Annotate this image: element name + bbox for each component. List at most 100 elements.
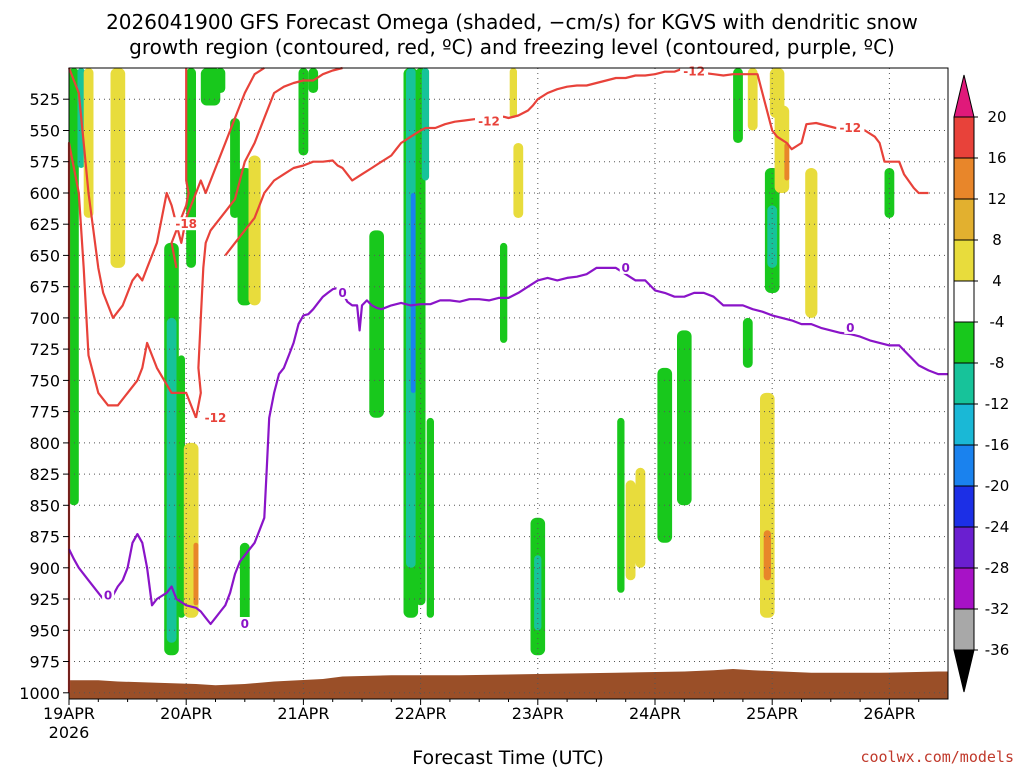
contour-label: 0	[846, 321, 854, 335]
contour-label: -12	[839, 121, 861, 135]
colorbar-bin	[953, 116, 975, 159]
omega-region-green	[239, 542, 250, 631]
y-tick-label: 875	[29, 528, 60, 547]
colorbar-label: -24	[985, 518, 1010, 536]
omega-region-yellow	[747, 68, 758, 131]
y-tick-label: 725	[29, 340, 60, 359]
contour-label: -12	[683, 65, 705, 79]
x-tick-label: 23APR	[512, 704, 564, 723]
colorbar-label: -12	[985, 395, 1010, 413]
omega-region-yellow	[805, 168, 818, 318]
omega-region-orange	[763, 530, 771, 581]
x-axis-year: 2026	[49, 723, 90, 742]
x-tick-label: 20APR	[160, 704, 212, 723]
contour-line--12	[224, 66, 929, 257]
omega-region-green	[186, 68, 196, 268]
colorbar-bin	[953, 444, 975, 487]
contour-label: 0	[241, 617, 249, 631]
x-tick-label: 26APR	[863, 704, 915, 723]
chart-title-line-2: growth region (contoured, red, ºC) and f…	[129, 35, 895, 59]
contour-layer	[67, 66, 948, 693]
omega-region-green	[200, 68, 221, 106]
terrain-layer	[69, 669, 948, 699]
colorbar-bin	[953, 198, 975, 241]
omega-region-orange	[784, 143, 790, 181]
contour-label: -12	[205, 411, 227, 425]
y-tick-label: 925	[29, 590, 60, 609]
colorbar-top-arrow	[953, 74, 975, 118]
colorbar-label: 4	[992, 272, 1002, 290]
omega-region-green	[426, 417, 434, 618]
x-tick-label: 21APR	[277, 704, 329, 723]
colorbar-label: 12	[987, 190, 1006, 208]
y-tick-label: 900	[29, 559, 60, 578]
colorbar-bin	[953, 608, 975, 651]
contour-label: -12	[478, 115, 500, 129]
colorbar-label: -32	[985, 600, 1010, 618]
y-tick-label: 825	[29, 465, 60, 484]
contour-label-bg	[844, 320, 857, 334]
colorbar-label: -20	[985, 477, 1010, 495]
colorbar-bin	[953, 485, 975, 528]
colorbar-label: 20	[987, 108, 1006, 126]
contour-label-bg	[238, 617, 251, 630]
omega-region-green	[742, 317, 753, 368]
x-tick-label: 25APR	[746, 704, 798, 723]
contour-label: -18	[175, 217, 197, 231]
contour-label: 0	[104, 588, 112, 602]
y-tick-label: 575	[29, 153, 60, 172]
omega-region-green	[298, 68, 309, 156]
omega-region-green	[69, 68, 79, 506]
terrain-fill	[69, 669, 948, 699]
omega-region-yellow	[513, 143, 524, 218]
y-tick-label: 1000	[19, 684, 60, 703]
colorbar-bin	[953, 403, 975, 446]
y-tick-label: 600	[29, 184, 60, 203]
omega-region-yellow	[760, 392, 775, 618]
contour-label-bg	[102, 588, 115, 602]
y-tick-label: 550	[29, 122, 60, 141]
contour-label: 0	[622, 261, 630, 275]
omega-region-yellow	[625, 480, 636, 581]
plot-area: -18 -12 -12 -12 -12 0 0 0 0 0	[67, 64, 949, 700]
y-tick-label: 675	[29, 278, 60, 297]
y-tick-label: 650	[29, 246, 60, 265]
colorbar-label: -28	[985, 559, 1010, 577]
contour-label: 0	[338, 286, 346, 300]
omega-region-green	[215, 68, 226, 93]
y-axis: 525 550 575 600 625 650 675 700 725 750 775 800 825 8…	[19, 90, 69, 703]
colorbar-label: -16	[985, 436, 1010, 454]
colorbar-bin	[953, 321, 975, 364]
colorbar-label: -36	[985, 641, 1010, 659]
omega-region-green	[500, 242, 508, 343]
colorbar-bin	[953, 239, 975, 282]
omega-region-green	[677, 330, 692, 506]
y-tick-label: 975	[29, 653, 60, 672]
colorbar-bin	[953, 526, 975, 569]
omega-region-blue	[410, 193, 416, 393]
x-tick-label: 19APR	[43, 704, 95, 723]
contour-label-bg	[619, 260, 632, 274]
x-tick-label: 22APR	[395, 704, 447, 723]
omega-region-green	[415, 68, 426, 606]
omega-region-green	[733, 68, 743, 143]
colorbar: 20 16 12 8 4 -4 -8 -12 -16 -20 -24 -28 -32 -36	[953, 74, 1010, 693]
contour-label-bg	[201, 410, 230, 424]
omega-region-teal	[421, 68, 430, 181]
colorbar-bin	[953, 157, 975, 200]
omega-region-green	[237, 168, 253, 306]
contour-line-0	[68, 266, 948, 626]
colorbar-bin	[953, 362, 975, 405]
contour-line--12	[67, 67, 265, 319]
contour-label-layer: -18 -12 -12 -12 -12 0 0 0 0 0	[102, 64, 865, 631]
y-tick-label: 525	[29, 90, 60, 109]
y-tick-label: 700	[29, 309, 60, 328]
omega-region-teal	[534, 555, 542, 631]
x-axis-title: Forecast Time (UTC)	[412, 747, 603, 768]
x-axis: 19APR 20APR 21APR 22APR 23APR 24APR 25APR 26APR	[43, 699, 920, 723]
plot-background	[69, 68, 948, 699]
omega-shading-layer	[69, 68, 895, 656]
omega-region-yellow	[110, 68, 126, 268]
credit-text: coolwx.com/models	[860, 748, 1014, 766]
omega-region-yellow	[509, 68, 517, 118]
